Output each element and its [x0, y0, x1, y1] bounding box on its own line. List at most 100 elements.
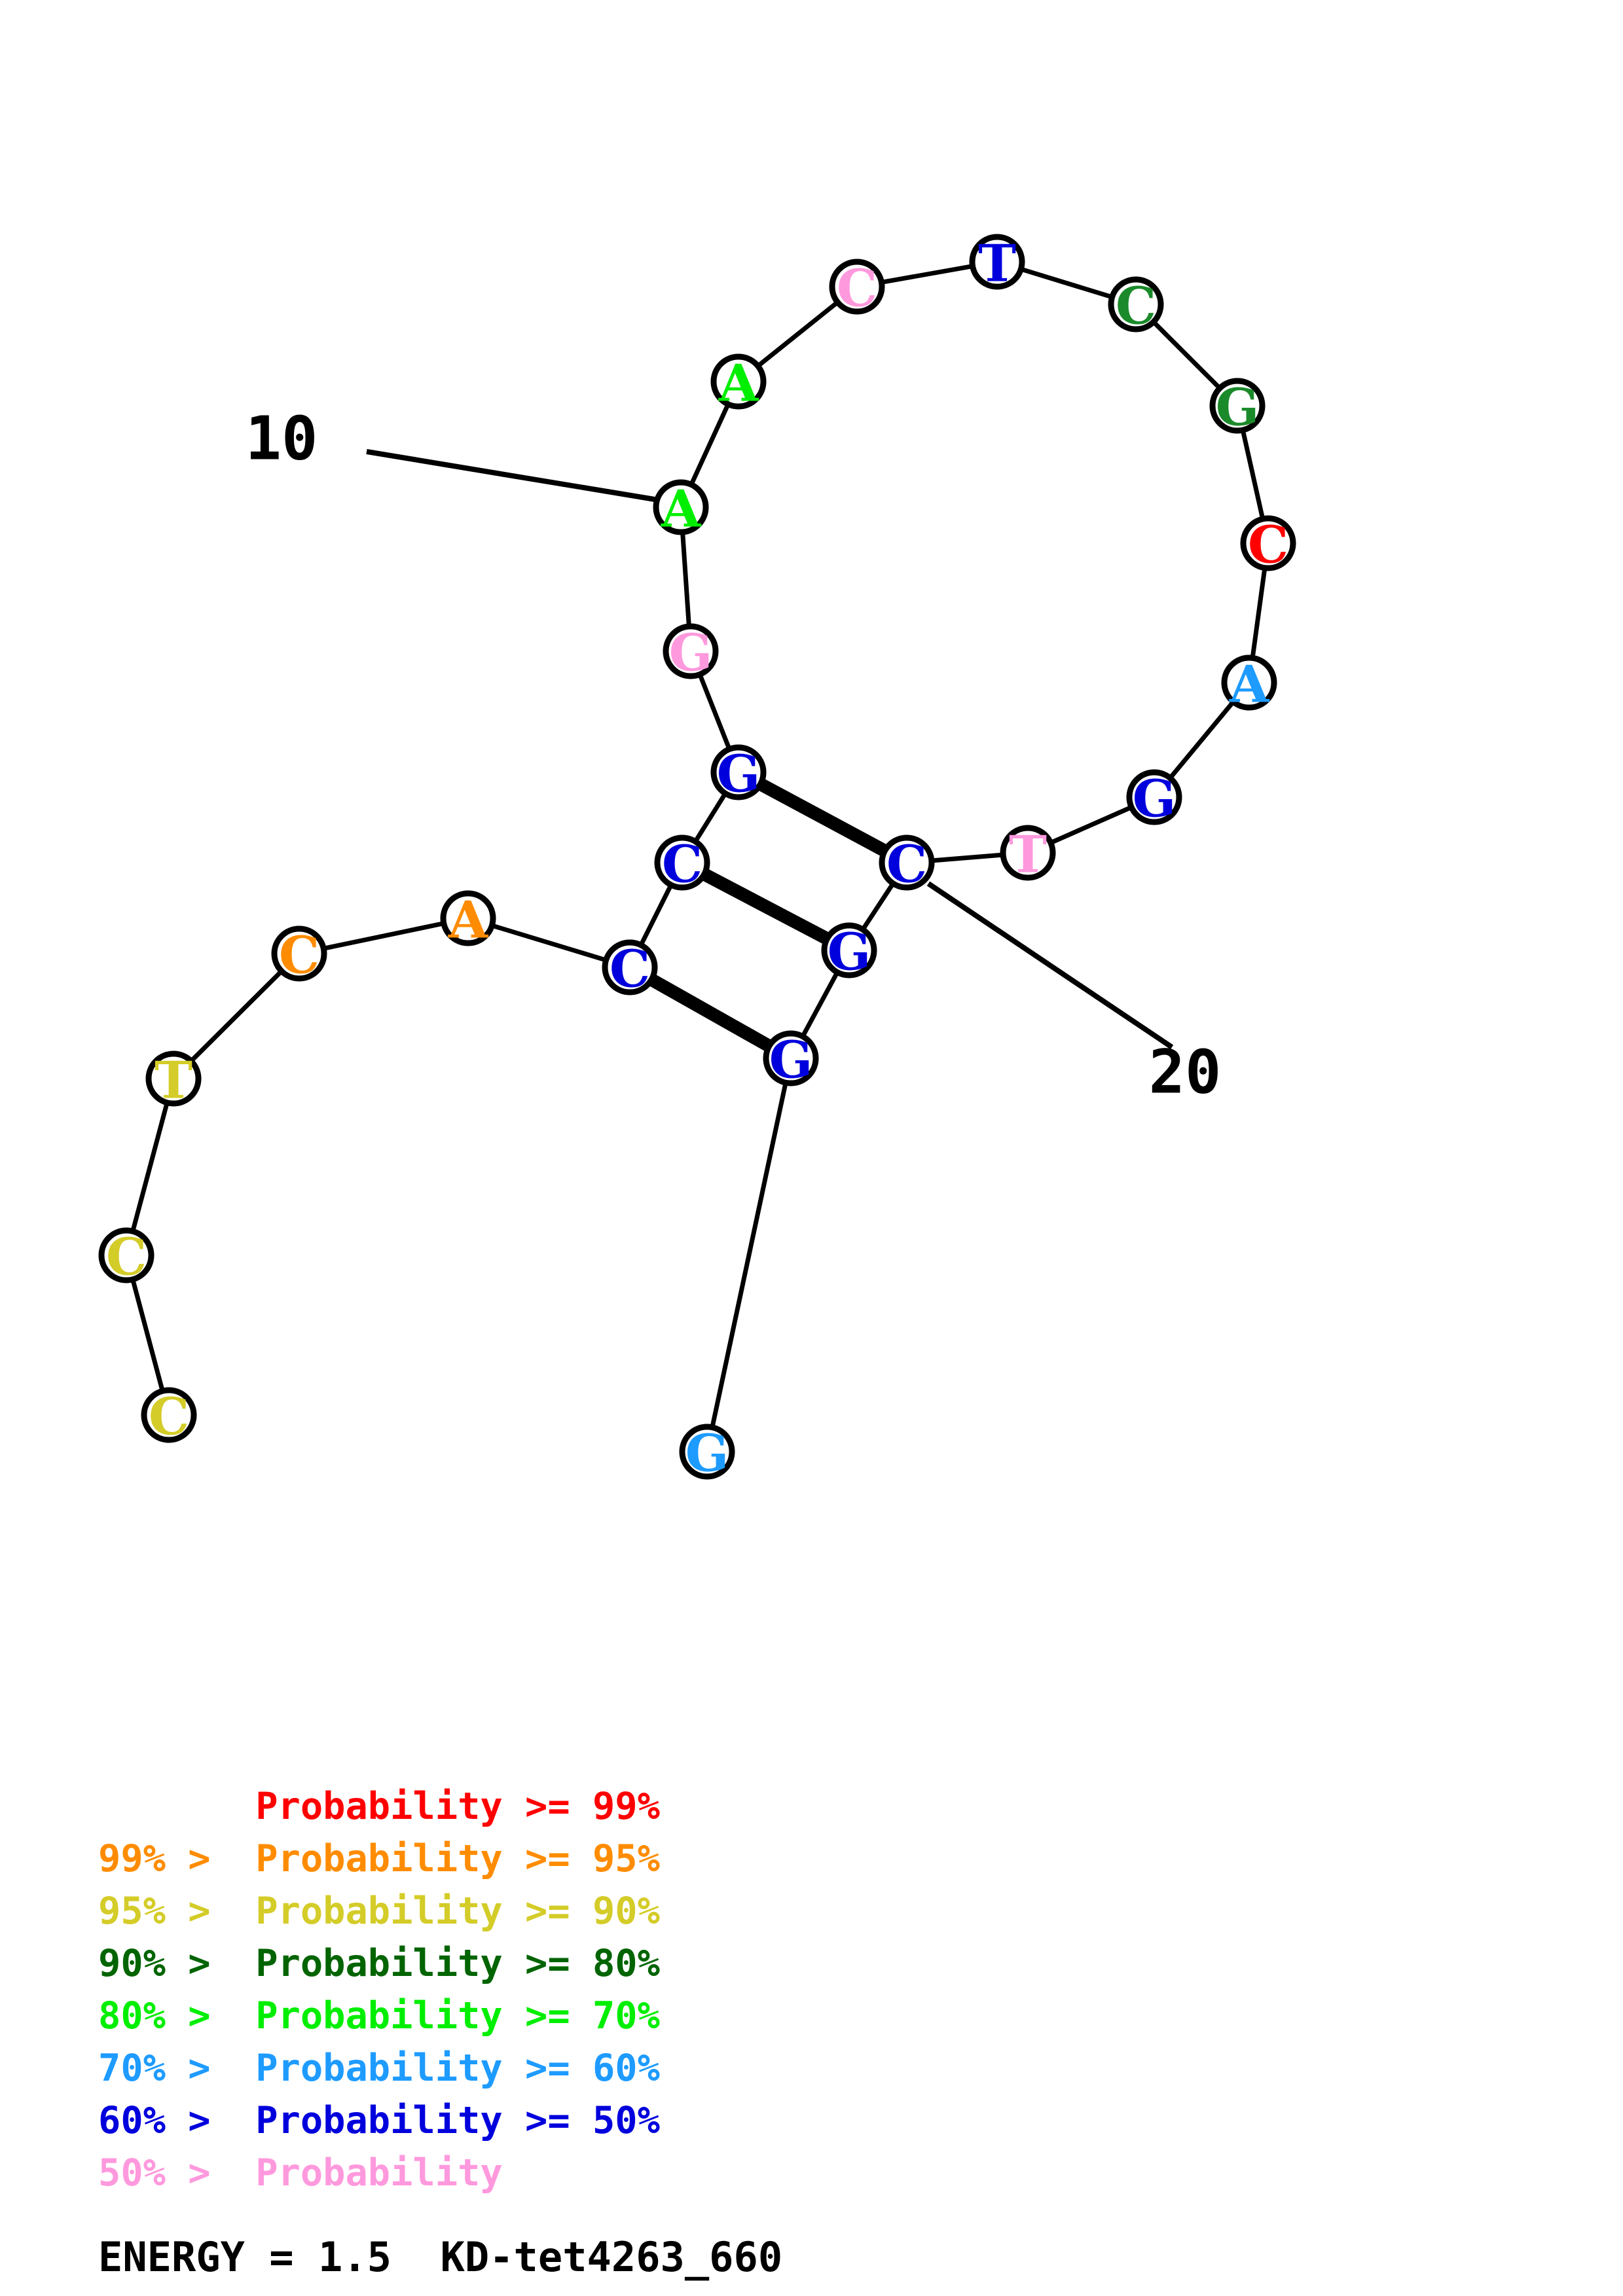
- nucleotide-node[interactable]: C: [602, 939, 658, 999]
- nucleotide-node[interactable]: C: [879, 834, 935, 895]
- nucleotide-circle: [98, 1227, 155, 1283]
- nucleotide-letter: G: [1133, 770, 1176, 829]
- nucleotide-letter: T: [155, 1051, 192, 1111]
- backbone-link: [693, 791, 728, 844]
- legend-row-5: 70% > Probability >= 60%: [98, 2047, 660, 2090]
- nucleotide-letter: G: [669, 624, 713, 683]
- nucleotide-letter: C: [886, 835, 927, 895]
- nucleotide-circle: [710, 353, 767, 410]
- nucleotide-node[interactable]: C: [1108, 276, 1164, 336]
- nucleotide-letter: C: [279, 926, 319, 986]
- backbone-link: [680, 530, 692, 628]
- nucleotide-node[interactable]: T: [1000, 825, 1056, 885]
- backbone-link: [755, 299, 841, 369]
- nucleotide-node[interactable]: A: [440, 890, 496, 950]
- nucleotide-circle: [663, 623, 719, 679]
- nucleotide-node[interactable]: G: [1209, 378, 1266, 438]
- nucleotide-letter: C: [106, 1228, 147, 1287]
- nucleotide-letter: G: [717, 745, 761, 804]
- nucleotide-letter: G: [685, 1424, 729, 1484]
- sequence-index-label: 20: [1149, 1037, 1222, 1107]
- nucleotide-circle: [1108, 276, 1164, 332]
- nucleotide-node[interactable]: G: [821, 922, 877, 982]
- nucleotide-node[interactable]: C: [141, 1387, 197, 1447]
- nucleotide-letter: A: [661, 480, 702, 539]
- base-pair-bond: [646, 973, 775, 1053]
- backbone-link: [130, 1277, 166, 1393]
- nucleotide-circle: [710, 744, 767, 800]
- nucleotide-circle: [653, 479, 709, 535]
- index-leader-line: [926, 881, 1174, 1050]
- nucleotide-circle: [1209, 378, 1266, 434]
- backbone-link: [1250, 566, 1267, 660]
- nucleotide-letter: A: [448, 891, 489, 950]
- backbone-link: [189, 968, 284, 1064]
- nucleotide-letter: C: [662, 835, 702, 895]
- legend-row-6: 60% > Probability >= 50%: [98, 2099, 660, 2142]
- nucleotide-circle: [1221, 655, 1277, 711]
- backbone-layer: [130, 263, 1267, 1429]
- nucleotide-node[interactable]: G: [763, 1030, 819, 1090]
- backbone-link: [638, 882, 674, 948]
- nucleotide-node[interactable]: G: [679, 1424, 735, 1484]
- nucleotide-letter: T: [978, 234, 1016, 294]
- nucleotide-node[interactable]: G: [663, 623, 719, 683]
- nucleotide-circle: [602, 939, 658, 996]
- backbone-link: [879, 263, 975, 285]
- backbone-link: [1240, 428, 1266, 521]
- backbone-link: [1048, 804, 1134, 846]
- sequence-index-label: 10: [246, 404, 318, 474]
- nucleotide-node[interactable]: A: [1221, 655, 1277, 715]
- nucleotide-circle: [879, 834, 935, 891]
- nucleotide-node[interactable]: C: [98, 1227, 155, 1287]
- basepair-layer: [646, 777, 890, 1053]
- backbone-link: [490, 923, 608, 963]
- nucleotide-node[interactable]: A: [710, 353, 767, 414]
- probability-legend: Probability >= 99% 99% > Probability >= 9…: [0, 1780, 1623, 2281]
- nucleotide-letter: G: [1216, 378, 1260, 438]
- backbone-link: [697, 672, 733, 751]
- nucleotide-circle: [141, 1387, 197, 1443]
- nucleotide-circle: [271, 925, 327, 982]
- nucleotide-node[interactable]: C: [1240, 515, 1296, 575]
- nucleotide-circle: [829, 259, 885, 315]
- nucleotide-circle: [821, 922, 877, 978]
- nucleotide-circle: [1000, 825, 1056, 881]
- legend-row-2: 95% > Probability >= 90%: [98, 1890, 660, 1933]
- backbone-link: [860, 881, 896, 932]
- backbone-link: [688, 402, 731, 487]
- nucleotide-node[interactable]: C: [271, 925, 327, 986]
- base-pair-bond: [699, 867, 833, 946]
- nucleotide-node[interactable]: A: [653, 479, 709, 539]
- backbone-link: [1167, 699, 1236, 781]
- index-leader-line: [366, 449, 655, 502]
- index-label-layer: 10 20: [246, 404, 1222, 1107]
- backbone-link: [1150, 319, 1223, 391]
- backbone-link: [800, 970, 840, 1039]
- nucleotide-circle: [440, 890, 496, 946]
- nucleotide-circle: [145, 1050, 202, 1107]
- nucleotide-node[interactable]: C: [654, 834, 710, 895]
- nucleotide-letter: A: [1229, 655, 1270, 715]
- backbone-link: [1019, 266, 1114, 300]
- nucleotide-letter: T: [1009, 825, 1047, 885]
- backbone-link: [321, 920, 446, 952]
- nucleotide-node[interactable]: C: [829, 259, 885, 319]
- nucleotide-letter: C: [1116, 277, 1156, 336]
- backbone-link: [130, 1100, 170, 1234]
- nucleotide-letter: C: [1248, 516, 1288, 575]
- nucleotide-circle: [763, 1030, 819, 1086]
- nucleotide-node[interactable]: G: [710, 744, 767, 804]
- nucleotide-node[interactable]: T: [145, 1050, 202, 1111]
- nucleotide-circle: [1240, 515, 1296, 571]
- nucleotide-letter: A: [718, 354, 759, 414]
- legend-row-3: 90% > Probability >= 80%: [98, 1942, 660, 1985]
- nucleotide-node[interactable]: G: [1126, 769, 1182, 829]
- nucleotide-letter: C: [837, 259, 877, 319]
- nucleotide-circle: [679, 1424, 735, 1480]
- nucleotide-node[interactable]: T: [969, 234, 1025, 294]
- nucleotide-circle: [969, 234, 1025, 290]
